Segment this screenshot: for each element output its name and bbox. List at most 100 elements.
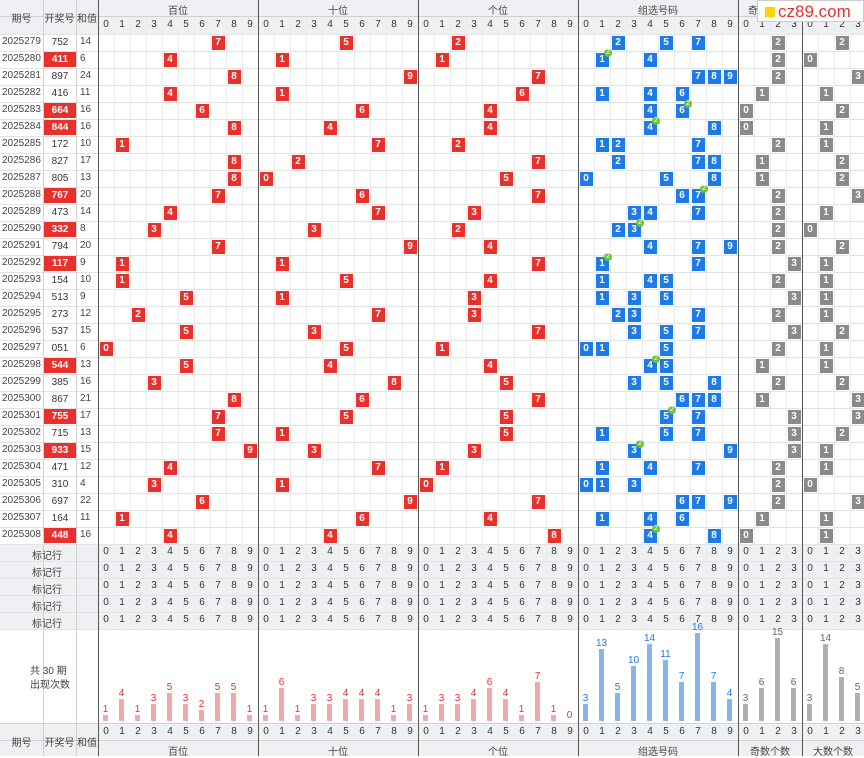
group-ball[interactable]: 6 xyxy=(676,189,689,203)
marker-digit[interactable]: 0 xyxy=(98,595,114,611)
marker-digit[interactable]: 4 xyxy=(322,595,338,611)
marker-digit[interactable]: 1 xyxy=(114,544,130,560)
marker-digit[interactable]: 2 xyxy=(130,612,146,628)
marker-digit[interactable]: 5 xyxy=(658,544,674,560)
count-ball[interactable]: 3 xyxy=(852,495,864,509)
group-ball[interactable]: 6 xyxy=(676,512,689,526)
position-ball[interactable]: 5 xyxy=(500,410,513,424)
count-ball[interactable]: 2 xyxy=(836,104,849,118)
marker-digit[interactable]: 3 xyxy=(850,595,864,611)
marker-digit[interactable]: 4 xyxy=(322,561,338,577)
count-ball[interactable]: 1 xyxy=(820,291,833,305)
count-ball[interactable]: 2 xyxy=(772,308,785,322)
count-ball[interactable]: 1 xyxy=(756,87,769,101)
marker-digit[interactable]: 6 xyxy=(514,595,530,611)
marker-digit[interactable]: 2 xyxy=(610,595,626,611)
count-ball[interactable]: 1 xyxy=(756,172,769,186)
marker-digit[interactable]: 1 xyxy=(754,578,770,594)
marker-digit[interactable]: 4 xyxy=(642,612,658,628)
marker-digit[interactable]: 5 xyxy=(338,561,354,577)
marker-digit[interactable]: 6 xyxy=(354,595,370,611)
count-ball[interactable]: 1 xyxy=(820,308,833,322)
marker-digit[interactable]: 1 xyxy=(594,578,610,594)
marker-digit[interactable]: 2 xyxy=(130,595,146,611)
marker-digit[interactable]: 3 xyxy=(466,612,482,628)
group-ball[interactable]: 3 xyxy=(628,291,641,305)
marker-digit[interactable]: 1 xyxy=(754,544,770,560)
group-ball[interactable]: 8 xyxy=(708,529,721,543)
position-ball[interactable]: 7 xyxy=(372,308,385,322)
marker-digit[interactable]: 4 xyxy=(642,561,658,577)
group-ball[interactable]: 3 xyxy=(628,325,641,339)
marker-digit[interactable]: 6 xyxy=(514,561,530,577)
marker-digit[interactable]: 1 xyxy=(114,561,130,577)
marker-digit[interactable]: 9 xyxy=(562,612,578,628)
marker-digit[interactable]: 4 xyxy=(642,578,658,594)
marker-digit[interactable]: 4 xyxy=(322,544,338,560)
marker-digit[interactable]: 8 xyxy=(226,561,242,577)
marker-digit[interactable]: 6 xyxy=(354,561,370,577)
marker-digit[interactable]: 3 xyxy=(146,544,162,560)
site-logo[interactable]: cz89.com xyxy=(757,0,864,22)
position-ball[interactable]: 7 xyxy=(532,393,545,407)
count-ball[interactable]: 2 xyxy=(772,240,785,254)
marker-digit[interactable]: 2 xyxy=(130,578,146,594)
group-ball[interactable]: 1 xyxy=(596,342,609,356)
marker-digit[interactable]: 9 xyxy=(402,561,418,577)
marker-digit[interactable]: 3 xyxy=(466,595,482,611)
marker-digit[interactable]: 9 xyxy=(402,612,418,628)
count-ball[interactable]: 2 xyxy=(772,274,785,288)
marker-digit[interactable]: 6 xyxy=(194,578,210,594)
marker-digit[interactable]: 5 xyxy=(178,561,194,577)
group-ball[interactable]: 5 xyxy=(660,274,673,288)
marker-digit[interactable]: 7 xyxy=(690,561,706,577)
marker-digit[interactable]: 8 xyxy=(226,595,242,611)
count-ball[interactable]: 2 xyxy=(836,172,849,186)
position-ball[interactable]: 1 xyxy=(276,53,289,67)
marker-digit[interactable]: 2 xyxy=(770,544,786,560)
position-ball[interactable]: 8 xyxy=(388,376,401,390)
marker-digit[interactable]: 4 xyxy=(322,612,338,628)
marker-digit[interactable]: 2 xyxy=(290,561,306,577)
position-ball[interactable]: 7 xyxy=(212,189,225,203)
position-ball[interactable]: 1 xyxy=(116,512,129,526)
marker-digit[interactable]: 3 xyxy=(146,595,162,611)
marker-digit[interactable]: 8 xyxy=(386,595,402,611)
marker-digit[interactable]: 0 xyxy=(578,612,594,628)
count-ball[interactable]: 1 xyxy=(820,257,833,271)
marker-digit[interactable]: 3 xyxy=(466,578,482,594)
marker-digit[interactable]: 0 xyxy=(98,544,114,560)
marker-digit[interactable]: 3 xyxy=(626,612,642,628)
marker-digit[interactable]: 3 xyxy=(466,561,482,577)
group-ball[interactable]: 6 xyxy=(676,495,689,509)
marker-digit[interactable]: 7 xyxy=(690,595,706,611)
marker-digit[interactable]: 6 xyxy=(674,612,690,628)
group-ball[interactable]: 3 xyxy=(628,206,641,220)
marker-digit[interactable]: 3 xyxy=(786,544,802,560)
marker-digit[interactable]: 3 xyxy=(626,578,642,594)
position-ball[interactable]: 1 xyxy=(276,427,289,441)
position-ball[interactable]: 3 xyxy=(468,291,481,305)
marker-digit[interactable]: 9 xyxy=(562,578,578,594)
marker-digit[interactable]: 7 xyxy=(690,612,706,628)
marker-digit[interactable]: 5 xyxy=(658,612,674,628)
position-ball[interactable]: 9 xyxy=(404,70,417,84)
group-ball[interactable]: 9 xyxy=(724,495,737,509)
count-ball[interactable]: 2 xyxy=(772,70,785,84)
marker-digit[interactable]: 0 xyxy=(738,612,754,628)
count-ball[interactable]: 1 xyxy=(756,155,769,169)
count-ball[interactable]: 1 xyxy=(820,512,833,526)
group-ball[interactable]: 3 xyxy=(628,478,641,492)
count-ball[interactable]: 0 xyxy=(804,478,817,492)
group-ball[interactable]: 5 xyxy=(660,376,673,390)
marker-digit[interactable]: 0 xyxy=(418,544,434,560)
count-ball[interactable]: 1 xyxy=(820,138,833,152)
position-ball[interactable]: 4 xyxy=(484,274,497,288)
marker-digit[interactable]: 9 xyxy=(722,595,738,611)
marker-digit[interactable]: 6 xyxy=(354,544,370,560)
position-ball[interactable]: 3 xyxy=(148,376,161,390)
count-ball[interactable]: 3 xyxy=(852,410,864,424)
position-ball[interactable]: 4 xyxy=(484,121,497,135)
marker-digit[interactable]: 5 xyxy=(178,578,194,594)
marker-digit[interactable]: 5 xyxy=(498,561,514,577)
